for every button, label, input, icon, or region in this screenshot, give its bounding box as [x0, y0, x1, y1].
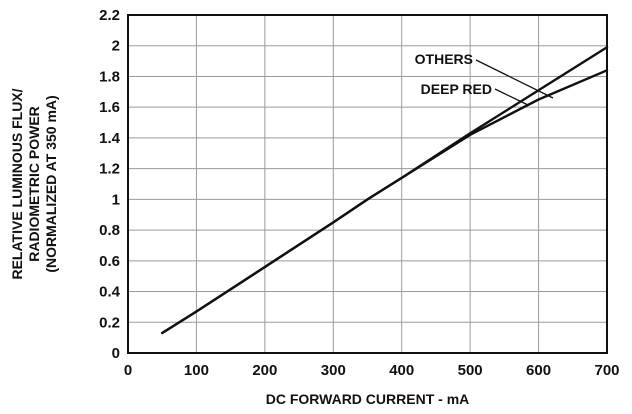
y-tick-label: 1.6: [99, 99, 120, 116]
y-tick-label: 1.8: [99, 68, 120, 85]
y-axis-title: RELATIVE LUMINOUS FLUX/ RADIOMETRIC POWE…: [9, 88, 59, 279]
y-tick-label: 2.2: [99, 7, 120, 24]
x-tick-label: 200: [252, 362, 277, 379]
x-tick-label: 500: [458, 362, 483, 379]
x-tick-label: 300: [321, 362, 346, 379]
y-tick-label: 1.2: [99, 161, 120, 178]
y-tick-label: 1.4: [99, 130, 121, 147]
series-label-others: OTHERS: [415, 51, 473, 67]
leader-line-deep-red: [494, 88, 529, 106]
y-axis-title-line-3: (NORMALIZED AT 350 mA): [43, 95, 59, 272]
y-tick-label: 2: [112, 38, 120, 55]
y-tick-label: 0: [112, 345, 120, 362]
y-tick-label: 0.8: [99, 222, 120, 239]
x-tick-label: 100: [184, 362, 209, 379]
y-tick-label: 0.6: [99, 253, 120, 270]
axes: [127, 14, 608, 354]
y-axis-title-line-1: RELATIVE LUMINOUS FLUX/: [9, 88, 25, 279]
x-tick-label: 600: [526, 362, 551, 379]
y-tick-label: 0.2: [99, 314, 120, 331]
tick-labels: 0 100 200 300 400 500 600 700 0 0.2 0.4 0.6 0.8 1 1.2 1…: [99, 7, 619, 379]
x-tick-label: 0: [124, 362, 132, 379]
x-tick-label: 700: [594, 362, 619, 379]
y-axis-title-line-2: RADIOMETRIC POWER: [26, 106, 42, 262]
x-tick-label: 400: [389, 362, 414, 379]
y-tick-label: 1: [112, 191, 120, 208]
series-label-deep-red: DEEP RED: [421, 81, 492, 97]
annotations: OTHERS DEEP RED: [415, 51, 554, 106]
plot-frame: [127, 14, 608, 354]
series-line-deep-red: [161, 46, 609, 335]
series-lines: [161, 46, 609, 335]
x-axis-title: DC FORWARD CURRENT - mA: [266, 391, 470, 407]
y-tick-label: 0.4: [99, 284, 121, 301]
leader-line-others: [475, 59, 554, 99]
